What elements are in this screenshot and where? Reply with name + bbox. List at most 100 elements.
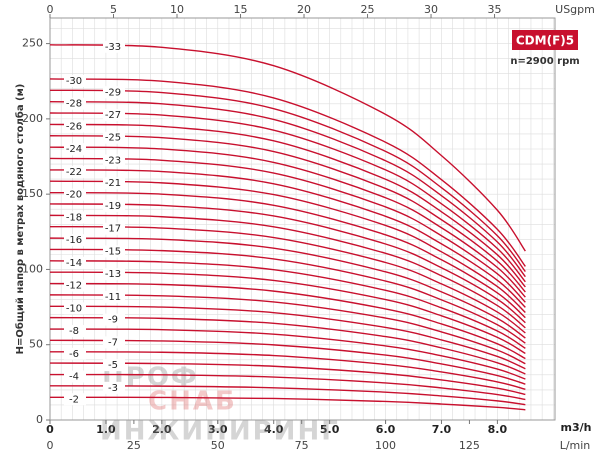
- series-label: -12: [66, 281, 82, 292]
- pump-curve: [49, 135, 526, 293]
- pump-curve: [49, 373, 526, 401]
- x-tick-label: 8.0: [488, 423, 508, 436]
- x3-tick-label: 20: [297, 3, 311, 16]
- pump-curve: [49, 316, 526, 375]
- x3-tick-label: 25: [361, 3, 375, 16]
- series-label: -29: [105, 87, 121, 98]
- series-label: -33: [105, 42, 121, 53]
- pump-curve: [49, 248, 526, 344]
- x-tick-label: 0: [46, 423, 54, 436]
- watermark: СНАБ: [148, 387, 237, 417]
- series-label: -11: [105, 292, 121, 303]
- pump-curve: [49, 169, 526, 308]
- label-bg: [103, 313, 125, 326]
- label-bg: [103, 199, 125, 212]
- series-label: -30: [66, 76, 82, 87]
- x-tick-label: 5.0: [320, 423, 340, 436]
- pump-curve: [49, 78, 526, 267]
- series-label: -10: [66, 303, 82, 314]
- series-label: -6: [69, 349, 79, 360]
- label-bg: [103, 381, 125, 394]
- x3-unit: USgpm: [555, 3, 595, 16]
- pump-curve: [49, 214, 526, 329]
- y-tick-label: 150: [22, 187, 43, 200]
- y-tick-label: 200: [22, 112, 43, 125]
- series-label: -27: [105, 110, 121, 121]
- x-tick-label: 6.0: [376, 423, 396, 436]
- pump-curve: [49, 44, 526, 252]
- series-label: -5: [108, 360, 118, 371]
- series-label: -8: [69, 326, 79, 337]
- series-label: -14: [66, 258, 82, 269]
- label-bg: [64, 165, 86, 178]
- label-bg: [103, 222, 125, 235]
- label-bg: [64, 211, 86, 224]
- label-bg: [103, 290, 125, 303]
- label-bg: [103, 336, 125, 349]
- label-bg: [103, 154, 125, 167]
- series-label: -23: [105, 155, 121, 166]
- label-bg: [64, 143, 86, 156]
- pump-curve: [49, 225, 526, 334]
- x-tick-label: 3.0: [208, 423, 228, 436]
- series-label: -26: [66, 121, 82, 132]
- pump-curve: [49, 362, 526, 396]
- y-tick-label: 50: [29, 338, 43, 351]
- series-label: -13: [105, 269, 121, 280]
- chart-subtitle: n=2900 rpm: [510, 56, 579, 67]
- label-bg: [64, 120, 86, 133]
- x3-tick-label: 10: [170, 3, 184, 16]
- x3-tick-label: 35: [488, 3, 502, 16]
- pump-curve: [49, 396, 526, 411]
- series-label: -19: [105, 201, 121, 212]
- series-label: -2: [69, 394, 79, 405]
- label-bg: [64, 302, 86, 315]
- pump-curve: [49, 271, 526, 355]
- y-tick-label: 100: [22, 262, 43, 275]
- label-bg: [64, 234, 86, 247]
- pump-curve: [49, 328, 526, 380]
- x2-tick-label: 75: [295, 439, 309, 452]
- label-bg: [64, 279, 86, 292]
- x-unit: m3/h: [561, 421, 592, 434]
- x-tick-label: 7.0: [432, 423, 452, 436]
- pump-curve: [49, 112, 526, 283]
- x3-tick-label: 30: [424, 3, 438, 16]
- series-label: -28: [66, 99, 82, 110]
- series-label: -22: [66, 167, 82, 178]
- series-label: -21: [105, 178, 121, 189]
- label-bg: [103, 359, 125, 372]
- label-bg: [64, 370, 86, 383]
- series-label: -9: [108, 315, 118, 326]
- series-label: -3: [108, 383, 118, 394]
- x3-tick-label: 5: [110, 3, 117, 16]
- label-bg: [64, 393, 86, 406]
- label-bg: [103, 131, 125, 144]
- pump-curve: [49, 237, 526, 339]
- x2-tick-label: 125: [459, 439, 480, 452]
- series-label: -18: [66, 212, 82, 223]
- x2-tick-label: 50: [211, 439, 225, 452]
- pump-curve: [49, 385, 526, 406]
- x2-unit: L/min: [560, 439, 591, 452]
- pump-curve: [49, 101, 526, 278]
- pump-curve: [49, 123, 526, 288]
- pump-curve: [49, 339, 526, 385]
- pump-curve: [49, 203, 526, 324]
- x2-tick-label: 0: [47, 439, 54, 452]
- pump-curve: [49, 191, 526, 319]
- x-tick-label: 1.0: [96, 423, 116, 436]
- label-bg: [103, 177, 125, 190]
- pump-curve: [49, 180, 526, 314]
- series-label: -17: [105, 224, 121, 235]
- pump-curve: [49, 89, 526, 272]
- label-bg: [103, 245, 125, 258]
- label-bg: [64, 97, 86, 110]
- series-label: -24: [66, 144, 82, 155]
- series-label: -4: [69, 372, 79, 383]
- x3-tick-label: 0: [47, 3, 54, 16]
- label-bg: [64, 188, 86, 201]
- y-tick-label: 0: [36, 413, 43, 426]
- title-box: [512, 30, 578, 50]
